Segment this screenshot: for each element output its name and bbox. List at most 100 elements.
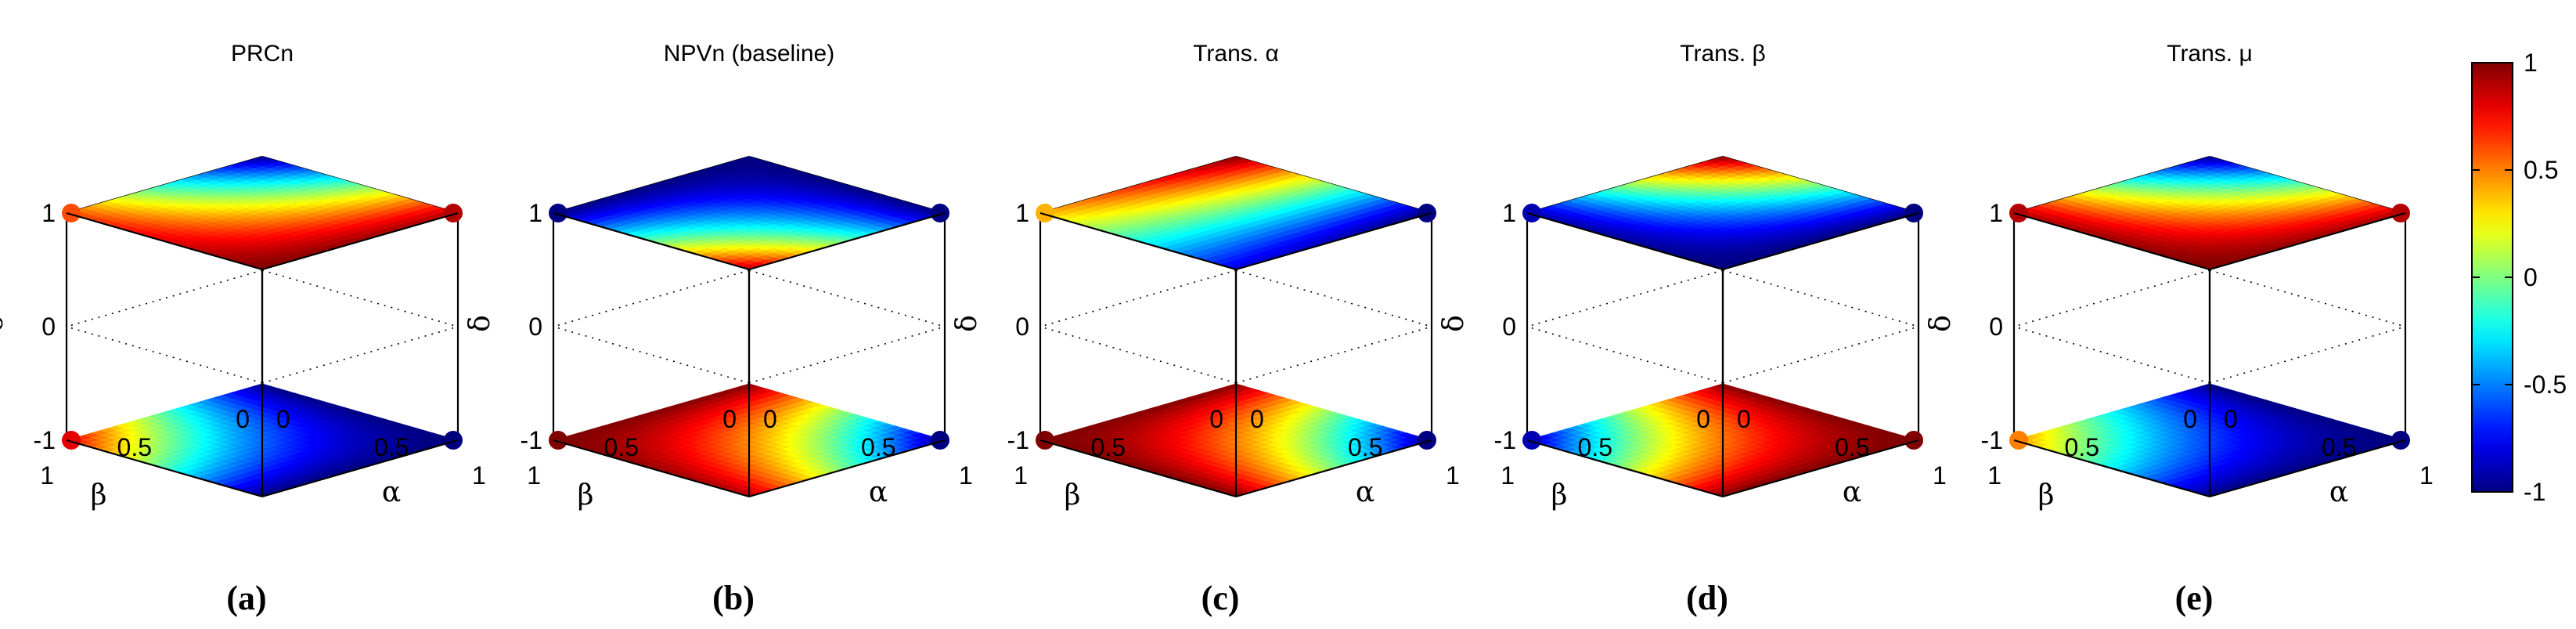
grid-line (1722, 269, 1919, 327)
beta-tick-label: 1 (527, 461, 541, 490)
alpha-tick-label: 1 (472, 461, 486, 490)
grid-line (261, 269, 459, 327)
z-tick-label: 0 (1015, 313, 1029, 341)
alpha-tick-label: 1 (1446, 461, 1460, 490)
grid-line (66, 326, 263, 384)
z-tick-label: 1 (41, 199, 56, 227)
grid-line (2013, 269, 2210, 327)
panel-title: NPVn (baseline) (664, 41, 834, 67)
alpha-axis-label: α (1356, 476, 1374, 508)
alpha-tick-label: 0.5 (1835, 433, 1869, 461)
subfigure-label: (b) (712, 579, 755, 617)
surface-edge-marker (1522, 431, 1541, 450)
grid-line (1235, 326, 1432, 384)
grid-line (66, 269, 263, 327)
surface-edge-marker (1036, 204, 1054, 222)
grid-line (1722, 326, 1919, 384)
grid-line (1526, 269, 1724, 327)
z-axis-label: δ (0, 315, 9, 332)
beta-tick-label: 1 (1014, 461, 1028, 490)
subfigure-label: (d) (1686, 579, 1728, 617)
beta-axis-label: β (578, 479, 594, 512)
surface-edge-marker (62, 204, 81, 222)
surface-edge-marker (444, 431, 463, 450)
surface-edge-marker (1418, 204, 1436, 222)
z-axis-label: δ (1438, 315, 1470, 332)
z-tick-label: 1 (528, 199, 542, 227)
grid-line (553, 326, 750, 384)
z-tick-label: -1 (1007, 426, 1029, 454)
surface-delta-pos (549, 156, 949, 270)
surface-edge-marker (62, 431, 81, 450)
grid-line (1039, 326, 1237, 384)
grid-line (1039, 269, 1237, 327)
z-tick-label: -1 (521, 426, 542, 454)
beta-tick-label: 1 (40, 461, 54, 490)
surface-edge-marker (1418, 431, 1436, 450)
grid-line (2209, 269, 2406, 327)
beta-tick-label: 0.5 (117, 433, 152, 461)
alpha-tick-label: 0 (763, 405, 777, 433)
beta-axis-label: β (1065, 479, 1081, 512)
beta-tick-label: 0.5 (1091, 433, 1126, 461)
surface-edge-marker (931, 204, 949, 222)
panel-title: Trans. β (1680, 41, 1766, 67)
beta-tick-label: 0 (1209, 405, 1223, 433)
beta-tick-label: 0 (722, 405, 737, 433)
subplot-4: Trans. β 1 0 -1 δ 0 0.5 1 β 0 0.5 1 α (d) (1438, 41, 1947, 617)
z-axis-label: δ (951, 315, 983, 332)
surface-delta-neg (62, 383, 463, 497)
subplot-2: NPVn (baseline) 1 0 -1 δ 0 0.5 1 β 0 0.5 1 α (b) (464, 41, 973, 617)
alpha-tick-label: 1 (1933, 461, 1947, 490)
grid-line (261, 326, 459, 384)
beta-tick-label: 0 (1696, 405, 1710, 433)
grid-line (553, 269, 750, 327)
z-tick-label: 1 (1015, 199, 1029, 227)
grid-line (2209, 326, 2406, 384)
z-axis-label: δ (464, 315, 496, 332)
alpha-axis-label: α (382, 476, 401, 508)
z-tick-label: 0 (1502, 313, 1516, 341)
surface-edge-marker (1522, 204, 1541, 222)
alpha-axis-label: α (1843, 476, 1861, 508)
panel-title: PRCn (231, 41, 294, 67)
surface-edge-marker (444, 204, 463, 222)
alpha-tick-label: 1 (959, 461, 973, 490)
grid-line (748, 326, 946, 384)
beta-tick-label: 0 (236, 405, 250, 433)
surface-delta-pos (1522, 156, 1923, 270)
alpha-tick-label: 0 (1737, 405, 1751, 433)
surface-edge-marker (1904, 431, 1923, 450)
alpha-tick-label: 0.5 (1348, 433, 1382, 461)
surface-delta-pos (2009, 156, 2410, 270)
surface-edge-marker (549, 204, 567, 222)
z-tick-label: 1 (1502, 199, 1516, 227)
z-tick-label: -1 (1494, 426, 1516, 454)
alpha-tick-label: 0.5 (374, 433, 409, 461)
panel-title: Trans. α (1193, 41, 1279, 67)
grid-line (748, 269, 946, 327)
surface-edge-marker (1904, 204, 1923, 222)
alpha-tick-label: 0 (276, 405, 290, 433)
beta-tick-label: 0.5 (604, 433, 639, 461)
subfigure-label: (c) (1202, 579, 1240, 617)
beta-tick-label: 1 (1501, 461, 1515, 490)
panel-title: Trans. μ (2167, 41, 2253, 67)
beta-tick-label: 0.5 (1578, 433, 1612, 461)
surface-delta-pos (62, 156, 463, 270)
z-tick-label: -1 (34, 426, 56, 454)
beta-axis-label: β (91, 479, 107, 512)
grid-line (2013, 326, 2210, 384)
alpha-axis-label: α (869, 476, 888, 508)
surface-edge-marker (1036, 431, 1054, 450)
z-tick-label: 0 (528, 313, 542, 341)
grid-line (1235, 269, 1432, 327)
beta-axis-label: β (1551, 479, 1568, 512)
surface-edge-marker (931, 431, 949, 450)
surface-delta-pos (1036, 156, 1436, 270)
alpha-tick-label: 0.5 (861, 433, 895, 461)
